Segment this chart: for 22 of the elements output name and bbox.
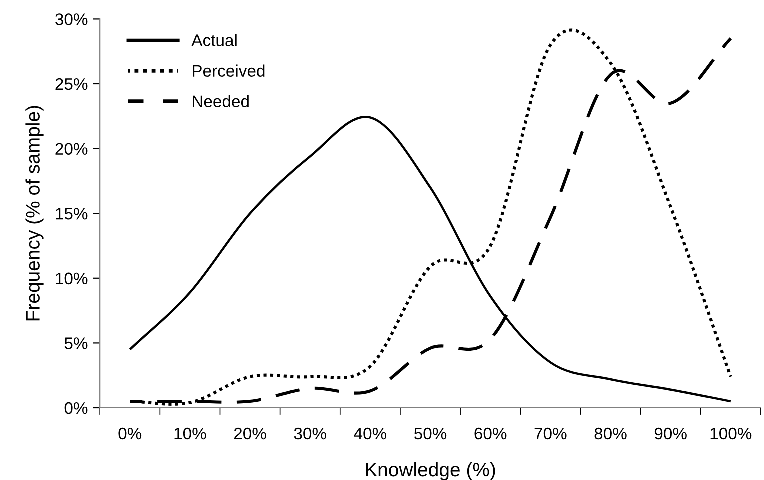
y-tick-label: 15% (56, 208, 88, 220)
legend-label: Needed (193, 95, 249, 108)
legend-label: Perceived (193, 64, 265, 77)
y-tick-label: 5% (64, 338, 88, 350)
x-tick-label: 90% (654, 428, 687, 440)
y-tick-label: 20% (56, 143, 88, 156)
y-tick-label: 0% (64, 402, 88, 414)
y-tick-label: 10% (56, 272, 88, 285)
x-tick-label: 40% (354, 428, 387, 440)
y-tick-label: 25% (56, 78, 88, 90)
legend-label: Actual (192, 34, 237, 46)
x-tick-label: 10% (174, 428, 206, 440)
x-tick-label: 70% (534, 428, 567, 440)
x-tick-label: 20% (234, 428, 266, 440)
x-tick-label: 60% (474, 428, 507, 440)
x-tick-label: 80% (594, 428, 627, 440)
y-axis-title: Frequency (% of sample) (26, 106, 44, 321)
x-tick-label: 100% (710, 428, 752, 440)
y-tick-label: 30% (56, 14, 88, 26)
x-tick-label: 50% (414, 428, 447, 440)
x-tick-label: 30% (294, 428, 326, 440)
x-tick-label: 0% (118, 428, 142, 440)
